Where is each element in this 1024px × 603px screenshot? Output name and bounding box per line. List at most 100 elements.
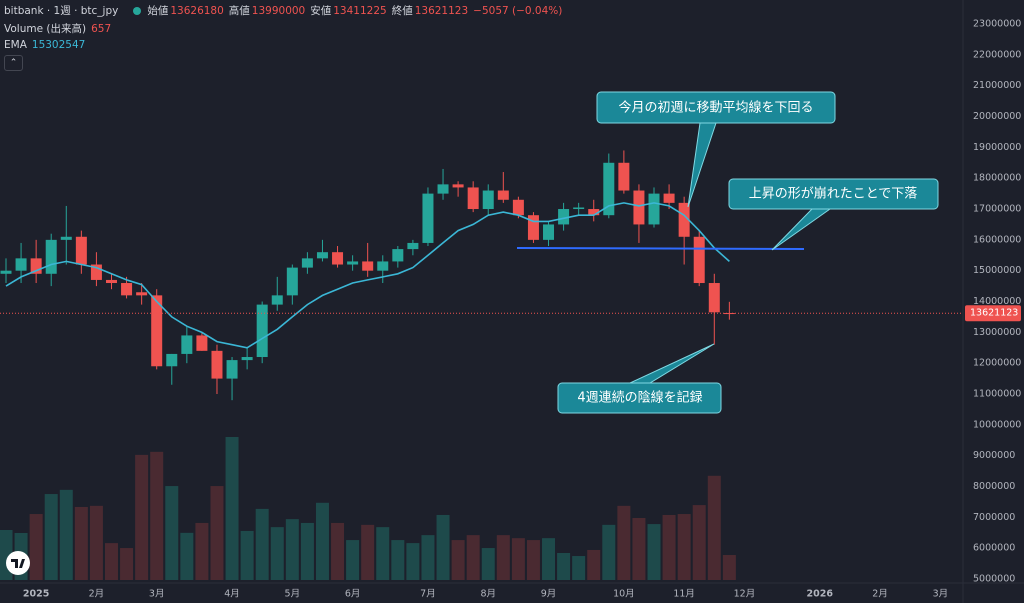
- volume-bar: [391, 540, 405, 580]
- candle-body: [407, 242, 419, 250]
- last-price-tag: [965, 305, 1021, 322]
- candle-pane: [0, 150, 963, 401]
- collapse-button[interactable]: ⌃: [4, 55, 23, 71]
- low-label: 安値: [310, 5, 332, 17]
- candle-body: [512, 199, 524, 216]
- candle-body: [136, 292, 148, 296]
- candle-body: [467, 187, 479, 210]
- candle-body: [678, 202, 690, 237]
- ema-line: [5, 202, 730, 349]
- candle-body: [633, 190, 645, 225]
- candle-body: [392, 249, 404, 262]
- candle-body: [286, 267, 298, 296]
- volume-bar: [255, 508, 269, 580]
- candle-body: [181, 335, 193, 354]
- close-value: 13621123: [414, 5, 469, 17]
- x-tick-label: 3月: [149, 589, 165, 600]
- candle-body: [708, 283, 720, 313]
- callout-pointer: [629, 343, 715, 384]
- volume-bar: [542, 538, 556, 580]
- volume-bar: [210, 486, 224, 580]
- volume-bar: [466, 535, 480, 580]
- x-tick-label: 3月: [933, 589, 949, 600]
- candle-body: [347, 261, 359, 265]
- support-line: [516, 247, 805, 250]
- volume-legend: Volume (出来高) 657: [4, 21, 116, 36]
- volume-bar: [526, 540, 540, 580]
- x-tick-label: 2月: [89, 589, 105, 600]
- x-tick-label: 7月: [420, 589, 436, 600]
- volume-bar: [496, 535, 510, 580]
- volume-bar: [150, 451, 164, 580]
- volume-bar: [135, 454, 149, 580]
- symbol: bitbank · 1週 · btc_jpy: [4, 5, 119, 17]
- y-tick-label: 15000000: [973, 265, 1021, 276]
- annotation: 上昇の形が崩れたことで下落: [749, 187, 918, 202]
- volume-bar: [406, 543, 420, 580]
- candle-body: [377, 261, 389, 271]
- open-label: 始値: [147, 5, 169, 17]
- volume-bar: [120, 548, 134, 580]
- y-tick-label: 17000000: [973, 204, 1021, 215]
- volume-bar: [511, 538, 525, 580]
- candle-body: [588, 209, 600, 216]
- volume-bar: [647, 524, 661, 580]
- status-dot: [133, 7, 142, 15]
- x-tick-label: 8月: [480, 589, 496, 600]
- candle-body: [648, 193, 660, 225]
- volume-label: Volume (出来高): [4, 23, 87, 35]
- x-tick-label: 9月: [541, 589, 557, 600]
- volume-bar: [89, 505, 103, 580]
- low-value: 13411225: [333, 5, 387, 17]
- volume-bar: [104, 543, 118, 580]
- volume-value: 657: [91, 23, 112, 35]
- x-tick-label: 11月: [673, 589, 695, 600]
- candle-body: [90, 264, 102, 280]
- x-tick-label: 2月: [872, 589, 888, 600]
- y-tick-label: 21000000: [973, 80, 1021, 91]
- y-tick-label: 6000000: [973, 543, 1015, 554]
- logo-mark: [11, 559, 25, 568]
- candle-body: [15, 258, 27, 271]
- x-tick-label: 10月: [613, 589, 635, 600]
- high-value: 13990000: [251, 5, 306, 17]
- y-tick-label: 5000000: [973, 573, 1015, 584]
- volume-bar: [285, 519, 299, 580]
- ema-legend: EMA 15302547: [4, 39, 90, 51]
- y-tick-label: 13000000: [973, 327, 1021, 338]
- candle-body: [271, 295, 283, 305]
- y-tick-label: 22000000: [973, 49, 1021, 60]
- volume-bar: [315, 502, 329, 580]
- ema-label: EMA: [4, 39, 27, 51]
- close-label: 終値: [391, 5, 413, 17]
- volume-bar: [602, 524, 616, 580]
- candle-body: [693, 236, 705, 284]
- x-tick-label: 2026: [807, 589, 834, 600]
- volume-pane: [0, 437, 736, 580]
- volume-bar: [240, 530, 254, 580]
- candle-body: [316, 252, 328, 259]
- volume-bar: [662, 514, 676, 580]
- candle-body: [60, 236, 72, 240]
- volume-bar: [195, 522, 209, 580]
- candle-body: [45, 239, 57, 274]
- candle-body: [30, 258, 42, 274]
- change: −5057 (−0.04%): [473, 5, 563, 17]
- volume-bar: [677, 514, 691, 580]
- y-tick-label: 11000000: [973, 389, 1021, 400]
- y-tick-label: 9000000: [973, 450, 1015, 461]
- annotation: 今月の初週に移動平均線を下回る: [618, 100, 813, 116]
- candle-body: [75, 236, 87, 265]
- volume-bar: [300, 522, 314, 580]
- candle-body: [618, 162, 630, 191]
- volume-bar: [557, 552, 571, 580]
- y-tick-label: 7000000: [973, 512, 1015, 523]
- volume-bar: [632, 518, 646, 580]
- volume-bar: [692, 505, 706, 580]
- x-tick-label: 12月: [734, 589, 756, 600]
- candle-body: [437, 184, 449, 194]
- candle-body: [166, 353, 178, 367]
- volume-bar: [270, 527, 284, 580]
